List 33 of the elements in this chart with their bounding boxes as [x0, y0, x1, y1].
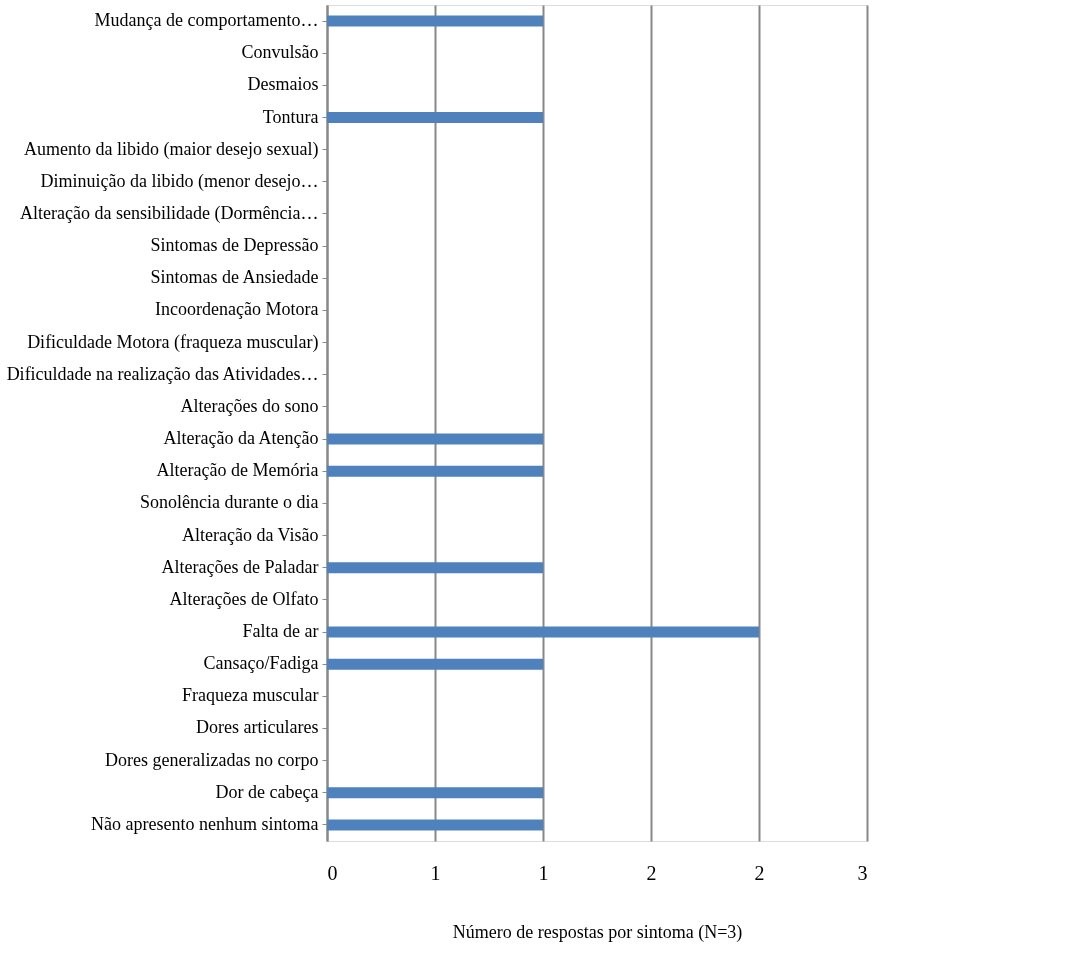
- x-tick-label: 1: [430, 861, 441, 884]
- y-tick-label: Alterações de Olfato: [169, 588, 319, 609]
- y-tick-label: Alteração da sensibilidade (Dormência…: [20, 203, 319, 224]
- y-tick-label: Cansaço/Fadiga: [203, 653, 319, 674]
- y-tick-label: Alteração da Visão: [181, 524, 319, 545]
- y-tick-label: Aumento da libido (maior desejo sexual): [24, 138, 319, 160]
- x-tick-label: 2: [754, 861, 765, 884]
- x-tick-label: 2: [646, 861, 657, 884]
- y-tick-label: Dificuldade Motora (fraqueza muscular): [27, 331, 319, 353]
- y-tick-label: Desmaios: [247, 74, 319, 95]
- y-tick-label: Diminuição da libido (menor desejo…: [40, 170, 319, 192]
- y-tick-label: Falta de ar: [242, 621, 319, 641]
- x-axis-title: Número de respostas por sintoma (N=3): [452, 921, 743, 943]
- y-tick-label: Sintomas de Depressão: [150, 235, 319, 256]
- y-tick-label: Dificuldade na realização das Atividades…: [6, 363, 319, 384]
- x-tick-label: 1: [538, 861, 549, 884]
- y-tick-label: Sintomas de Ansiedade: [150, 267, 319, 288]
- y-tick-label: Alteração de Memória: [156, 460, 319, 481]
- y-tick-label: Mudança de comportamento…: [94, 10, 319, 31]
- y-tick-label: Não apresento nenhum sintoma: [91, 813, 319, 834]
- y-tick-label: Convulsão: [241, 42, 319, 63]
- y-tick-label: Dores generalizadas no corpo: [105, 749, 319, 770]
- x-tick-label: 3: [857, 861, 868, 884]
- y-tick-label: Alterações de Paladar: [161, 556, 319, 577]
- y-tick-label: Fraqueza muscular: [182, 685, 319, 706]
- y-tick-label: Tontura: [262, 106, 319, 127]
- y-tick-label: Dor de cabeça: [215, 781, 319, 802]
- x-tick-label: 0: [327, 861, 338, 884]
- y-tick-label: Alterações do sono: [180, 395, 319, 416]
- y-tick-label: Dores articulares: [196, 717, 319, 738]
- y-tick-label: Incoordenação Motora: [155, 299, 319, 320]
- y-tick-label: Sonolência durante o dia: [140, 492, 319, 513]
- y-tick-label: Alteração da Atenção: [163, 428, 319, 449]
